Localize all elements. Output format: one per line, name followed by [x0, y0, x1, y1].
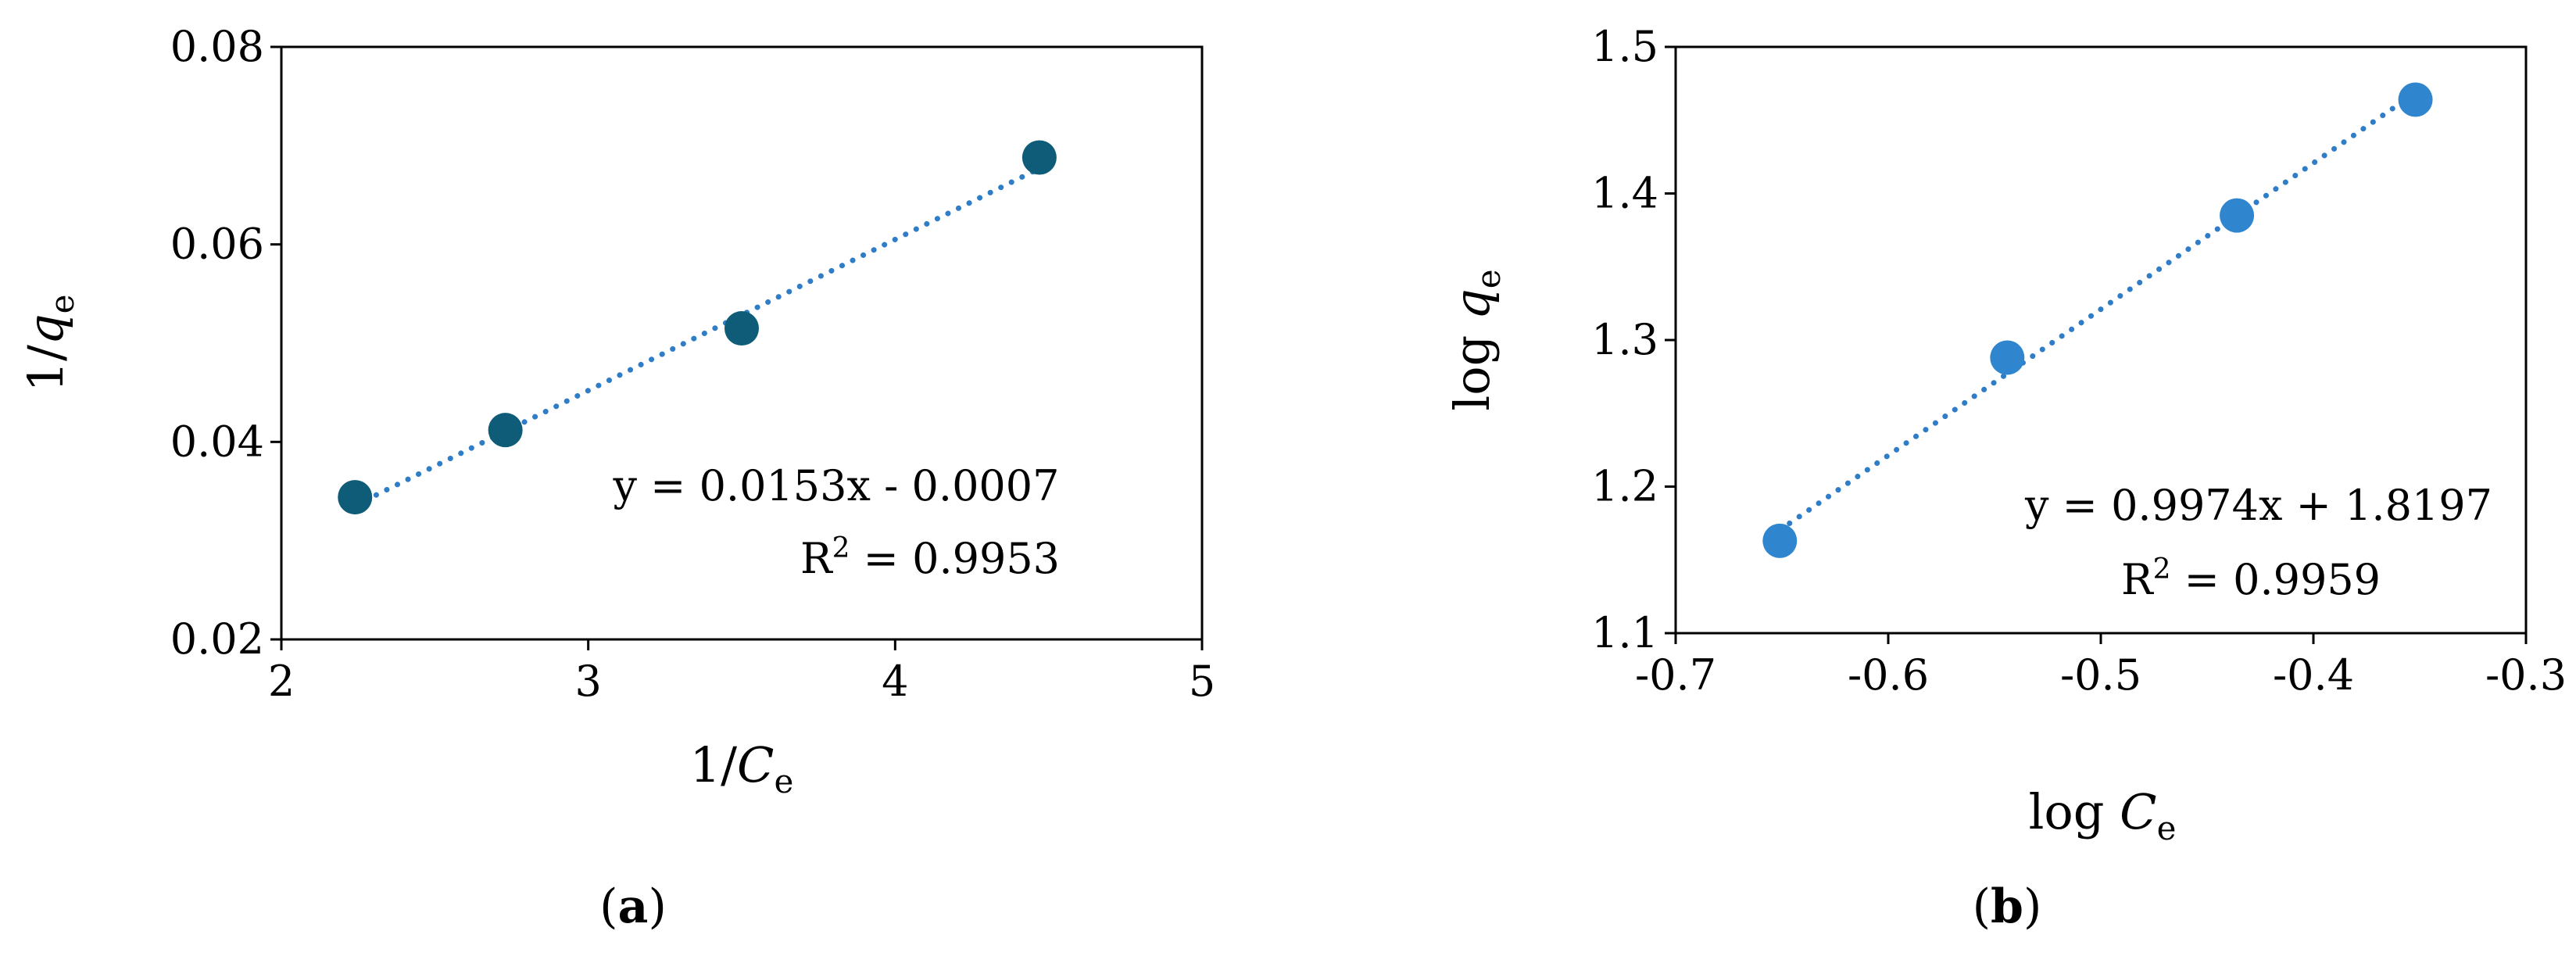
trendline-b: [1776, 90, 2419, 533]
r-squared-b: R2 = 0.9959: [2121, 553, 2381, 604]
x-tick-label-b: -0.4: [2273, 650, 2354, 700]
panel-b: -0.7 -0.6 -0.5 -0.4 -0.3 1.1 1.2 1.3 1.4 1.5 log…: [1444, 22, 2567, 934]
data-point-a: [1021, 140, 1057, 175]
x-tick-label-a: 3: [574, 657, 601, 706]
x-tick-label-b: -0.5: [2060, 650, 2141, 700]
y-tick-label-a: 0.06: [170, 220, 264, 269]
x-axis-a: 2 3 4 5: [268, 639, 1215, 706]
data-point-b: [1762, 523, 1798, 558]
y-tick-label-b: 1.5: [1591, 22, 1658, 71]
y-tick-label-a: 0.08: [170, 22, 264, 71]
data-point-a: [338, 480, 373, 515]
data-point-a: [724, 311, 759, 346]
panel-a: 2 3 4 5 0.02 0.04 0.06 0.08 1/Ce 1/qe y = 0.01…: [17, 22, 1215, 934]
data-points-b: [1762, 82, 2433, 558]
y-axis-a: 0.02 0.04 0.06 0.08: [170, 22, 281, 664]
data-point-a: [488, 413, 523, 448]
y-axis-title-a: 1/qe: [17, 295, 81, 392]
y-tick-label-b: 1.1: [1591, 608, 1658, 657]
x-axis-title-b: log Ce: [2029, 783, 2177, 847]
trendline-path-b: [1776, 90, 2419, 533]
y-tick-label-b: 1.4: [1591, 169, 1658, 218]
x-tick-label-b: -0.6: [1848, 650, 1929, 700]
panel-label-a: (a): [599, 879, 667, 934]
x-tick-label-a: 2: [268, 657, 295, 706]
y-tick-label-a: 0.02: [170, 614, 264, 664]
x-tick-label-a: 4: [882, 657, 908, 706]
y-tick-label-b: 1.3: [1591, 315, 1658, 364]
plot-area-b: [1674, 45, 2528, 635]
x-tick-label-b: -0.7: [1635, 650, 1716, 700]
y-tick-label-a: 0.04: [170, 417, 264, 466]
x-axis-title-a: 1/Ce: [690, 736, 794, 800]
trendline-path-a: [352, 166, 1043, 509]
y-axis-title-b: log qe: [1444, 269, 1508, 410]
trendline-a: [352, 166, 1043, 509]
x-axis-b: -0.7 -0.6 -0.5 -0.4 -0.3: [1635, 633, 2567, 700]
data-point-b: [2220, 198, 2255, 233]
y-axis-b: 1.1 1.2 1.3 1.4 1.5: [1591, 22, 1676, 657]
plot-area-a: [280, 45, 1204, 641]
data-point-b: [1990, 340, 2025, 375]
data-point-b: [2398, 82, 2433, 117]
x-tick-label-a: 5: [1189, 657, 1215, 706]
r-squared-a: R2 = 0.9953: [800, 532, 1060, 583]
x-tick-label-b: -0.3: [2485, 650, 2567, 700]
y-tick-label-b: 1.2: [1591, 462, 1658, 511]
trendline-equation-a: y = 0.0153x - 0.0007: [612, 461, 1059, 510]
data-points-a: [338, 140, 1057, 515]
panel-label-b: (b): [1973, 879, 2042, 934]
trendline-equation-b: y = 0.9974x + 1.8197: [2024, 481, 2492, 530]
